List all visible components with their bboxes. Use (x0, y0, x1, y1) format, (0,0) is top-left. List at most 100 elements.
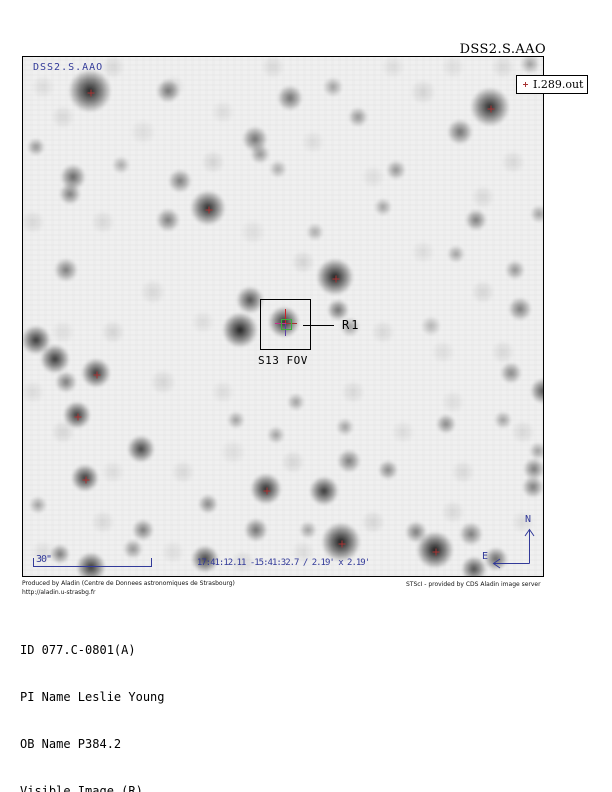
star-blob (191, 545, 219, 573)
target-reticle-icon (285, 309, 286, 324)
star-blob (411, 240, 435, 264)
star-blob (211, 380, 235, 404)
target-label: R1 (342, 318, 361, 332)
star-blob (51, 320, 75, 344)
star-blob (405, 521, 427, 543)
star-blob (410, 79, 436, 105)
star-blob (112, 156, 130, 174)
catalog-cross-icon (487, 105, 495, 113)
star-blob (378, 460, 398, 480)
star-blob (291, 540, 315, 564)
star-blob (59, 183, 81, 205)
catalog-cross-icon (205, 206, 213, 214)
star-blob (309, 476, 339, 506)
compass-east-label: E (482, 551, 489, 562)
star-blob (361, 510, 385, 534)
legend-box: I.289.out (516, 75, 588, 94)
star-blob (323, 77, 343, 97)
star-blob (140, 279, 166, 305)
star-blob (23, 380, 45, 404)
star-blob (161, 540, 185, 564)
star-blob (281, 450, 305, 474)
r1-callout-line (303, 325, 334, 326)
star-blob (101, 320, 125, 344)
star-blob (168, 169, 192, 193)
center-coordinates: 17:41:12.11 -15:41:32.7 / 2.19' x 2.19' (196, 558, 370, 568)
catalog-cross-icon (263, 487, 271, 495)
star-blob (523, 458, 543, 480)
star-blob (250, 144, 270, 164)
star-blob (51, 105, 75, 129)
star-blob (161, 75, 185, 99)
compass-north-label: N (525, 514, 532, 525)
star-blob (156, 79, 180, 103)
star-blob (127, 435, 155, 463)
scale-bar-label: 30" (36, 554, 52, 565)
star-blob (236, 286, 264, 314)
star-blob (386, 160, 406, 180)
star-blob (267, 426, 285, 444)
star-blob (291, 250, 315, 274)
star-blob (40, 344, 70, 374)
star-blob (348, 107, 368, 127)
star-blob (522, 476, 543, 498)
star-layer (23, 57, 543, 576)
fov-label: S13 FOV (258, 354, 308, 367)
credit-producer-line1: Produced by Aladin (Centre de Donnees as… (22, 580, 235, 587)
star-blob (29, 496, 47, 514)
star-blob (123, 539, 143, 559)
star-blob (508, 297, 532, 321)
star-blob (268, 306, 300, 338)
catalog-cross-icon (338, 540, 346, 548)
catalog-cross-icon (332, 275, 340, 283)
star-blob (150, 369, 176, 395)
star-blob (459, 522, 483, 546)
target-reticle-icon (275, 323, 286, 324)
legend-label: I.289.out (533, 78, 584, 91)
credit-provider: STScI - provided by CDS Aladin image ser… (406, 581, 541, 588)
observation-info-block: ID 077.C-0801(A) PI Name Leslie Young OB… (20, 612, 367, 792)
compass-icon (492, 528, 535, 569)
star-blob (171, 460, 195, 484)
star-blob (130, 119, 156, 145)
fov-box (260, 299, 311, 350)
star-blob (520, 57, 540, 74)
star-blob (341, 380, 365, 404)
star-blob (441, 390, 465, 414)
star-blob (242, 126, 268, 152)
star-blob (491, 57, 515, 79)
star-blob (261, 57, 285, 79)
info-id: ID 077.C-0801(A) (20, 643, 136, 658)
star-blob (391, 420, 415, 444)
star-blob (220, 439, 246, 465)
star-blob (511, 510, 535, 534)
overlay-graphics (33, 528, 535, 569)
star-blob (529, 442, 543, 460)
star-blob (132, 519, 154, 541)
page-title: DSS2.S.AAO (459, 42, 546, 57)
star-blob (269, 160, 287, 178)
star-blob (327, 299, 349, 321)
catalog-cross-icon (82, 476, 90, 484)
star-blob (231, 550, 255, 574)
star-blob (55, 371, 77, 393)
star-blob (336, 418, 354, 436)
target-reticle-square-icon (281, 319, 292, 330)
info-image-type: Visible Image (R) (20, 783, 143, 792)
star-blob (491, 340, 515, 364)
star-blob (27, 138, 45, 156)
star-blob (361, 165, 385, 189)
star-blob (421, 316, 441, 336)
star-blob (156, 208, 180, 232)
star-blob (441, 57, 465, 79)
star-blob (31, 75, 55, 99)
star-blob (50, 544, 70, 564)
star-blob (447, 245, 465, 263)
star-blob (101, 57, 125, 79)
catalog-cross-icon (93, 371, 101, 379)
star-blob (277, 85, 303, 111)
star-blob (287, 393, 305, 411)
star-blob (337, 449, 361, 473)
star-blob (441, 500, 465, 524)
